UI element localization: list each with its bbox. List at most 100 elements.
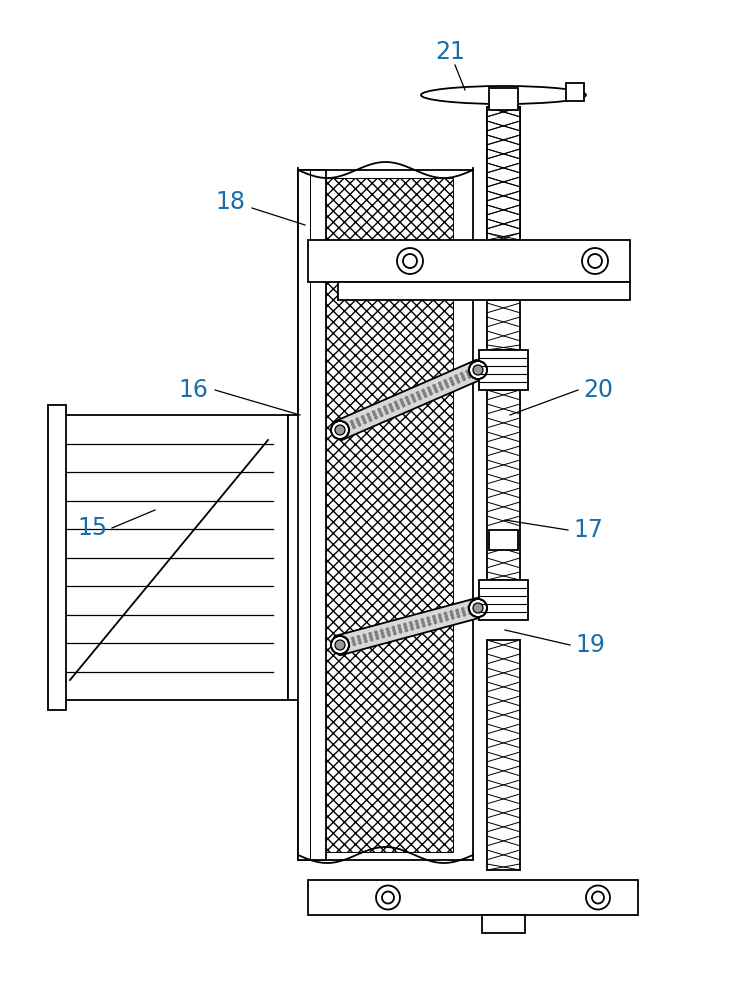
Circle shape [417, 626, 420, 628]
Circle shape [469, 599, 487, 617]
Circle shape [449, 377, 452, 380]
Circle shape [353, 643, 355, 645]
Circle shape [423, 392, 426, 395]
Circle shape [427, 617, 429, 619]
Circle shape [347, 428, 350, 431]
Circle shape [345, 423, 347, 425]
Circle shape [588, 254, 602, 268]
Circle shape [411, 394, 414, 397]
Circle shape [372, 411, 375, 413]
Circle shape [392, 626, 394, 629]
Text: 20: 20 [583, 378, 613, 402]
Circle shape [387, 631, 389, 633]
Circle shape [428, 620, 430, 622]
Circle shape [352, 637, 354, 640]
Circle shape [417, 392, 419, 394]
Circle shape [428, 387, 430, 389]
Bar [479, 350, 528, 390]
Circle shape [444, 380, 446, 382]
Text: 21: 21 [435, 40, 465, 64]
Circle shape [462, 611, 465, 613]
Circle shape [358, 639, 360, 641]
Circle shape [353, 426, 355, 428]
Circle shape [380, 414, 383, 416]
Circle shape [451, 614, 453, 616]
Circle shape [439, 382, 441, 385]
Circle shape [466, 370, 468, 373]
Circle shape [356, 418, 358, 420]
Circle shape [451, 380, 453, 383]
Ellipse shape [421, 86, 586, 104]
Circle shape [473, 603, 483, 613]
Circle shape [401, 402, 403, 404]
Circle shape [375, 416, 377, 419]
Circle shape [369, 419, 371, 421]
Circle shape [433, 385, 435, 387]
Circle shape [386, 628, 389, 630]
Bar [487, 107, 520, 350]
Circle shape [415, 620, 417, 623]
Circle shape [398, 625, 400, 627]
Circle shape [468, 376, 471, 378]
Circle shape [374, 631, 377, 633]
Circle shape [399, 628, 401, 630]
Circle shape [391, 409, 394, 412]
Bar [308, 880, 638, 915]
Circle shape [380, 630, 383, 632]
Circle shape [446, 385, 448, 388]
Circle shape [352, 640, 354, 643]
Circle shape [400, 631, 402, 633]
Circle shape [441, 388, 443, 390]
Text: 15: 15 [77, 516, 107, 540]
Circle shape [467, 373, 470, 375]
Circle shape [331, 421, 349, 439]
Bar [60, 415, 288, 700]
Circle shape [410, 625, 413, 627]
FancyBboxPatch shape [334, 598, 484, 655]
Circle shape [407, 399, 409, 402]
Circle shape [363, 634, 366, 637]
Circle shape [457, 381, 460, 383]
Circle shape [451, 617, 454, 619]
Circle shape [586, 886, 610, 910]
Circle shape [414, 400, 416, 402]
Circle shape [394, 401, 397, 404]
Circle shape [412, 397, 414, 399]
Circle shape [388, 634, 390, 636]
Circle shape [463, 614, 465, 616]
Circle shape [428, 623, 431, 625]
Circle shape [417, 395, 420, 397]
Circle shape [424, 395, 427, 397]
Circle shape [423, 624, 425, 627]
Circle shape [331, 636, 349, 654]
Circle shape [352, 423, 354, 426]
Text: 18: 18 [215, 190, 245, 214]
Circle shape [390, 406, 392, 409]
Bar [487, 107, 520, 240]
Circle shape [406, 397, 408, 399]
Circle shape [371, 638, 373, 641]
Circle shape [419, 397, 421, 400]
Circle shape [367, 413, 369, 416]
Circle shape [335, 425, 345, 435]
Bar [487, 390, 520, 580]
Circle shape [346, 426, 349, 428]
Circle shape [370, 636, 372, 638]
Circle shape [394, 632, 396, 635]
Circle shape [457, 612, 459, 615]
Circle shape [361, 416, 364, 418]
Circle shape [335, 640, 345, 650]
Circle shape [440, 385, 442, 387]
Circle shape [400, 399, 403, 401]
Circle shape [463, 378, 465, 381]
Text: 16: 16 [178, 378, 208, 402]
Bar [318, 178, 453, 852]
Circle shape [379, 411, 382, 414]
FancyBboxPatch shape [333, 360, 485, 440]
Circle shape [440, 617, 442, 619]
Circle shape [382, 635, 385, 638]
Circle shape [416, 623, 419, 625]
Circle shape [351, 420, 353, 423]
Circle shape [405, 626, 407, 629]
Circle shape [435, 390, 438, 392]
